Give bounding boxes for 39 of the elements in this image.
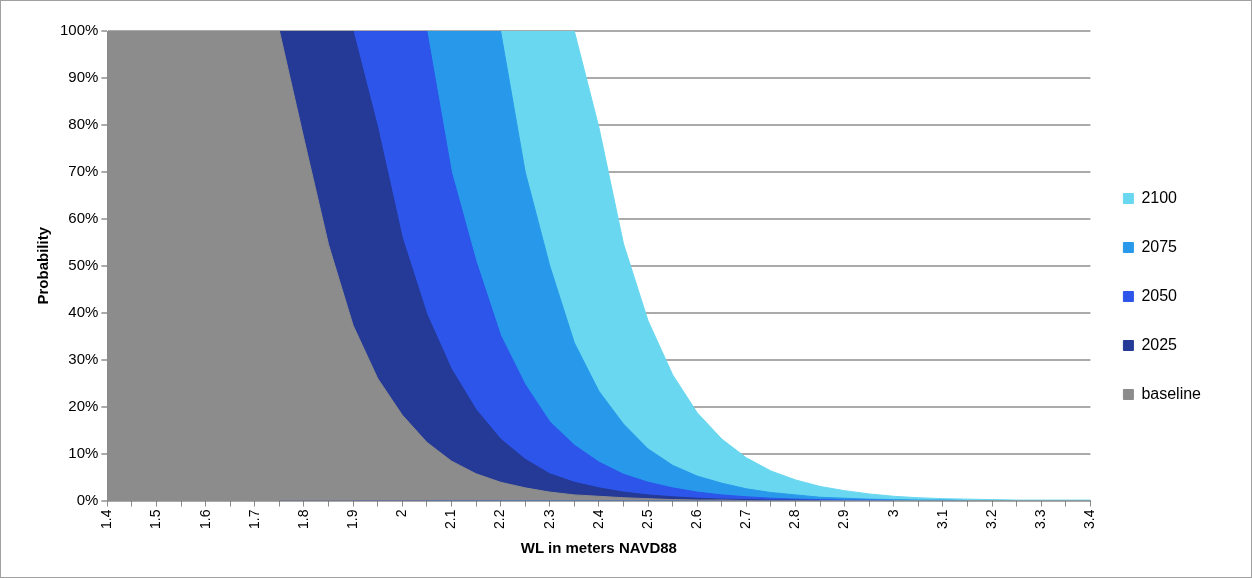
x-tick-label: 1.7 (245, 509, 262, 530)
x-tick-label: 2 (393, 509, 410, 518)
x-tick-label: 2.5 (638, 509, 655, 530)
x-tick-label: 2.2 (491, 509, 508, 530)
x-tick-label: 3.1 (933, 509, 950, 530)
x-tick-label: 3.2 (982, 509, 999, 530)
x-tick-label: 1.4 (98, 509, 115, 530)
y-tick-label: 80% (68, 115, 99, 133)
x-tick-label: 3.3 (1032, 509, 1049, 530)
y-tick-label: 10% (68, 443, 99, 461)
x-tick-label: 1.6 (196, 509, 213, 530)
x-tick-label: 1.9 (343, 509, 360, 530)
legend-label: 2050 (1141, 286, 1178, 304)
x-tick-label: 2.9 (835, 509, 852, 530)
x-tick-label: 2.1 (442, 509, 459, 530)
y-tick-label: 60% (68, 208, 99, 226)
x-tick-label: 2.7 (737, 509, 754, 530)
x-tick-label: 1.5 (147, 509, 164, 530)
x-tick-label: 2.8 (786, 509, 803, 530)
y-axis-title: Probability (34, 226, 52, 305)
x-tick-label: 3.4 (1081, 509, 1098, 530)
legend-label: 2075 (1141, 237, 1178, 255)
legend-label: baseline (1141, 384, 1202, 402)
legend-label: 2100 (1141, 188, 1178, 206)
y-tick-label: 70% (68, 162, 99, 179)
y-tick-label: 50% (68, 255, 99, 273)
legend-label: 2025 (1141, 335, 1178, 353)
y-tick-label: 90% (68, 68, 99, 86)
x-axis-title: WL in meters NAVD88 (520, 539, 677, 557)
y-tick-label: 0% (76, 490, 99, 508)
x-tick-label: 2.6 (688, 509, 705, 530)
y-tick-label: 30% (68, 349, 99, 367)
y-tick-label: 20% (68, 396, 99, 414)
y-tick-label: 40% (68, 302, 99, 320)
x-tick-label: 3 (884, 509, 901, 518)
x-tick-label: 2.3 (540, 509, 557, 530)
x-tick-label: 1.8 (294, 509, 311, 530)
x-tick-label: 2.4 (589, 509, 606, 530)
y-tick-label: 100% (59, 21, 99, 39)
